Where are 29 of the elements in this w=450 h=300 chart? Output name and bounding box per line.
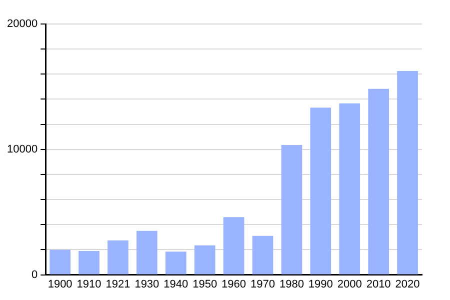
x-tick-label: 1950 bbox=[192, 278, 218, 290]
bar bbox=[78, 250, 100, 274]
x-tick-label: 1930 bbox=[134, 278, 160, 290]
bar bbox=[50, 250, 70, 274]
bar bbox=[252, 236, 274, 274]
x-tick-label: 1970 bbox=[250, 278, 275, 290]
x-tick-label: 1940 bbox=[164, 278, 188, 290]
bar bbox=[368, 88, 389, 274]
bar bbox=[165, 252, 186, 274]
x-tick-label: 1900 bbox=[48, 278, 72, 290]
x-tick-label: 1910 bbox=[76, 278, 102, 290]
bar bbox=[223, 217, 244, 274]
bar bbox=[136, 230, 158, 274]
bar bbox=[108, 240, 128, 274]
y-tick-label: 10000 bbox=[6, 143, 38, 156]
x-tick-label: 1960 bbox=[222, 278, 246, 290]
x-tick-label: 2000 bbox=[337, 278, 362, 290]
y-tick-label: 0 bbox=[31, 268, 38, 281]
bar bbox=[397, 71, 418, 274]
x-tick-label: 1921 bbox=[106, 278, 130, 290]
y-tick-label: 20000 bbox=[6, 18, 38, 30]
x-tick-label: 2010 bbox=[366, 278, 391, 290]
bar bbox=[310, 108, 332, 274]
x-tick-label: 2020 bbox=[395, 278, 420, 290]
bar bbox=[194, 245, 216, 274]
x-tick-label: 1990 bbox=[308, 278, 333, 290]
bar bbox=[281, 145, 302, 274]
x-tick-label: 1980 bbox=[279, 278, 304, 290]
bar bbox=[339, 103, 360, 274]
